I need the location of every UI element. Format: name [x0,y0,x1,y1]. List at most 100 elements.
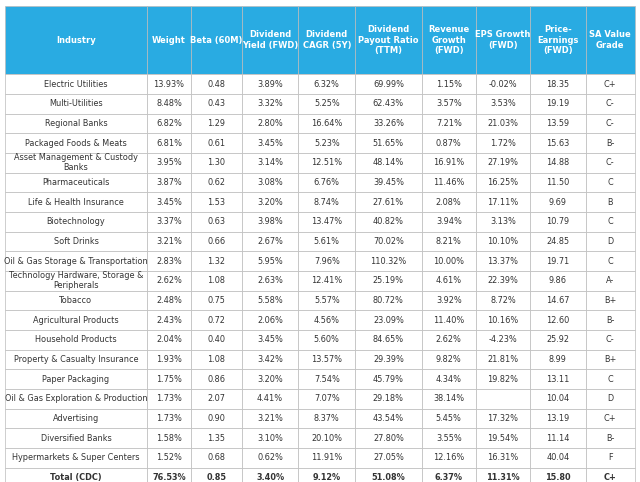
Text: 6.81%: 6.81% [156,138,182,147]
Bar [242,192,298,212]
Text: C+: C+ [604,80,616,89]
Text: 14.67: 14.67 [546,296,570,305]
Text: 1.32: 1.32 [207,256,225,266]
Text: 6.32%: 6.32% [314,80,340,89]
Bar [242,428,298,448]
Bar [242,173,298,192]
Text: Dividend
Payout Ratio
(TTM): Dividend Payout Ratio (TTM) [358,26,419,54]
Text: -4.23%: -4.23% [488,335,517,344]
Bar [191,231,242,251]
Text: 15.63: 15.63 [546,138,570,147]
Bar [5,468,147,482]
Text: 69.99%: 69.99% [373,80,404,89]
Bar [355,114,422,133]
Text: 43.54%: 43.54% [373,414,404,423]
Text: Technology Hardware, Storage &
Peripherals: Technology Hardware, Storage & Periphera… [9,271,143,290]
Bar [530,468,586,482]
Text: 4.56%: 4.56% [314,316,340,324]
Text: Dividend
CAGR (5Y): Dividend CAGR (5Y) [303,30,351,50]
Bar [355,251,422,271]
Bar [530,133,586,153]
Bar [298,192,355,212]
Bar [5,6,147,74]
Text: C-: C- [606,99,614,108]
Text: 40.04: 40.04 [546,453,570,462]
Bar [5,173,147,192]
Bar [355,192,422,212]
Text: 5.45%: 5.45% [436,414,461,423]
Bar [5,291,147,310]
Text: 0.62: 0.62 [207,178,225,187]
Bar [530,231,586,251]
Text: C-: C- [606,119,614,128]
Text: SA Value
Grade: SA Value Grade [589,30,631,50]
Bar [586,448,635,468]
Bar [422,212,476,231]
Text: 1.75%: 1.75% [156,375,182,384]
Bar [298,330,355,349]
Text: 2.63%: 2.63% [257,276,283,285]
Text: 80.72%: 80.72% [373,296,404,305]
Text: 24.85: 24.85 [547,237,570,246]
Bar [298,468,355,482]
Bar [476,231,530,251]
Text: 8.21%: 8.21% [436,237,461,246]
Bar [355,369,422,389]
Bar [586,6,635,74]
Text: 8.72%: 8.72% [490,296,516,305]
Bar [355,310,422,330]
Bar [242,369,298,389]
Text: Weight: Weight [152,36,186,44]
Bar [242,94,298,114]
Text: 27.61%: 27.61% [373,198,404,207]
Bar [355,133,422,153]
Text: 14.88: 14.88 [546,158,570,167]
Text: Pharmaceuticals: Pharmaceuticals [42,178,109,187]
Text: 0.75: 0.75 [207,296,225,305]
Text: 2.67%: 2.67% [257,237,283,246]
Bar [147,468,191,482]
Text: 7.96%: 7.96% [314,256,340,266]
Text: C-: C- [606,335,614,344]
Bar [586,212,635,231]
Text: 1.72%: 1.72% [490,138,516,147]
Text: 13.93%: 13.93% [154,80,184,89]
Text: 3.55%: 3.55% [436,433,461,442]
Bar [530,192,586,212]
Bar [191,409,242,428]
Bar [147,291,191,310]
Text: 10.16%: 10.16% [488,316,518,324]
Text: 16.64%: 16.64% [311,119,342,128]
Bar [242,409,298,428]
Bar [191,349,242,369]
Bar [530,212,586,231]
Text: 25.19%: 25.19% [373,276,404,285]
Bar [530,74,586,94]
Bar [355,448,422,468]
Bar [355,389,422,409]
Bar [422,271,476,291]
Text: C: C [607,256,613,266]
Text: 48.14%: 48.14% [372,158,404,167]
Text: 8.48%: 8.48% [156,99,182,108]
Bar [298,448,355,468]
Text: 84.65%: 84.65% [373,335,404,344]
Text: 40.82%: 40.82% [373,217,404,226]
Text: 23.09%: 23.09% [373,316,404,324]
Bar [530,153,586,173]
Text: 11.40%: 11.40% [433,316,465,324]
Bar [242,133,298,153]
Text: 5.58%: 5.58% [257,296,283,305]
Bar [191,468,242,482]
Bar [298,6,355,74]
Bar [530,94,586,114]
Text: 11.14: 11.14 [546,433,570,442]
Bar [422,389,476,409]
Text: 5.60%: 5.60% [314,335,340,344]
Bar [298,231,355,251]
Text: 3.92%: 3.92% [436,296,461,305]
Text: Tobacco: Tobacco [60,296,93,305]
Text: 1.53: 1.53 [207,198,225,207]
Bar [191,114,242,133]
Text: 0.66: 0.66 [207,237,225,246]
